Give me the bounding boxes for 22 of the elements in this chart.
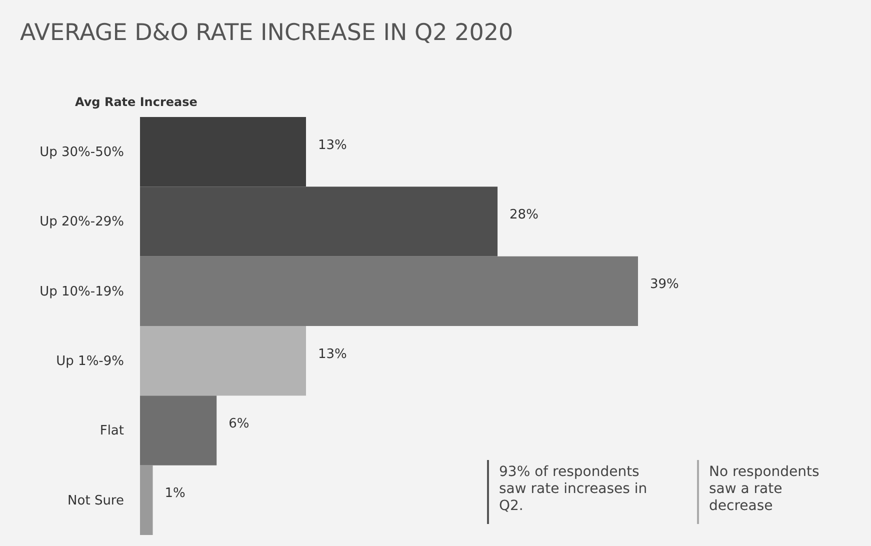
bar [140,256,638,326]
data-label: 13% [318,346,347,362]
data-label: 13% [318,138,347,153]
bar [140,326,306,396]
data-label: 6% [228,416,250,432]
y-tick-label: Not Sure [68,493,124,508]
y-tick-label: Up 10%-19% [40,284,124,300]
bar [140,465,153,535]
data-label: 39% [650,277,679,292]
bar [140,117,306,187]
y-tick-label: Up 20%-29% [40,214,124,230]
bar [140,396,217,466]
bar [140,186,498,256]
data-label: 1% [164,486,186,502]
y-tick-label: Flat [100,424,124,439]
text: No respondents saw a rate decrease [709,464,820,514]
data-label: 28% [510,208,538,222]
y-tick-label: Up 30%-50% [40,144,124,160]
y-axis-title: Avg Rate Increase [75,95,198,109]
annotation: 93% of respondents saw rate increases in Q2. [499,464,648,514]
chart-title: AVERAGE D&O RATE INCREASE IN Q2 2020 [20,20,514,46]
y-tick-label: Up 1%-9% [56,354,124,369]
